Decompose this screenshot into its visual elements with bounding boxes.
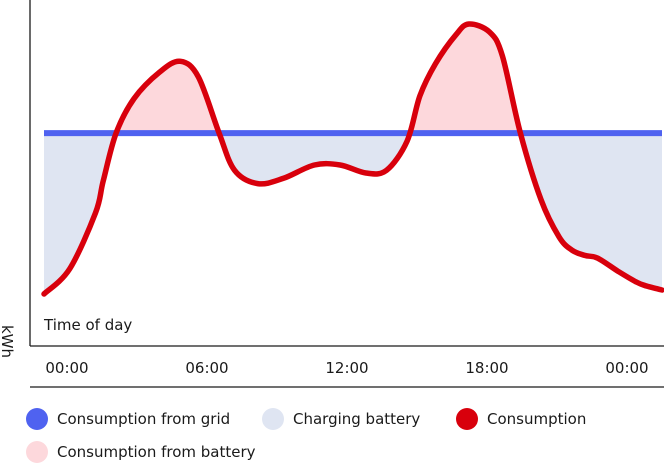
x-tick-label: 18:00 bbox=[465, 359, 508, 377]
plot-area bbox=[41, 21, 664, 297]
legend-swatch-consumption bbox=[456, 408, 478, 430]
y-axis-title: kWh bbox=[0, 325, 16, 358]
x-tick-labels: 00:00 06:00 12:00 18:00 00:00 bbox=[45, 359, 648, 377]
legend-label-battery: Consumption from battery bbox=[57, 443, 256, 461]
x-tick-label: 00:00 bbox=[605, 359, 648, 377]
consumption-line bbox=[41, 21, 664, 297]
legend-item-consumption: Consumption bbox=[456, 406, 586, 432]
legend-swatch-battery bbox=[26, 441, 48, 463]
x-tick-label: 00:00 bbox=[45, 359, 88, 377]
legend-label-consumption: Consumption bbox=[487, 410, 587, 428]
legend-item-charging: Charging battery bbox=[262, 406, 420, 432]
legend-swatch-grid bbox=[26, 408, 48, 430]
legend-swatch-charging bbox=[262, 408, 284, 430]
legend-label-grid: Consumption from grid bbox=[57, 410, 231, 428]
charging-battery-area bbox=[44, 133, 662, 294]
legend-item-grid: Consumption from grid bbox=[26, 406, 230, 432]
legend: Consumption from grid Charging battery C… bbox=[26, 404, 656, 465]
x-tick-label: 06:00 bbox=[185, 359, 228, 377]
legend-item-battery: Consumption from battery bbox=[26, 439, 256, 465]
x-axis-title: Time of day bbox=[43, 316, 132, 334]
x-tick-label: 12:00 bbox=[325, 359, 368, 377]
legend-label-charging: Charging battery bbox=[293, 410, 421, 428]
